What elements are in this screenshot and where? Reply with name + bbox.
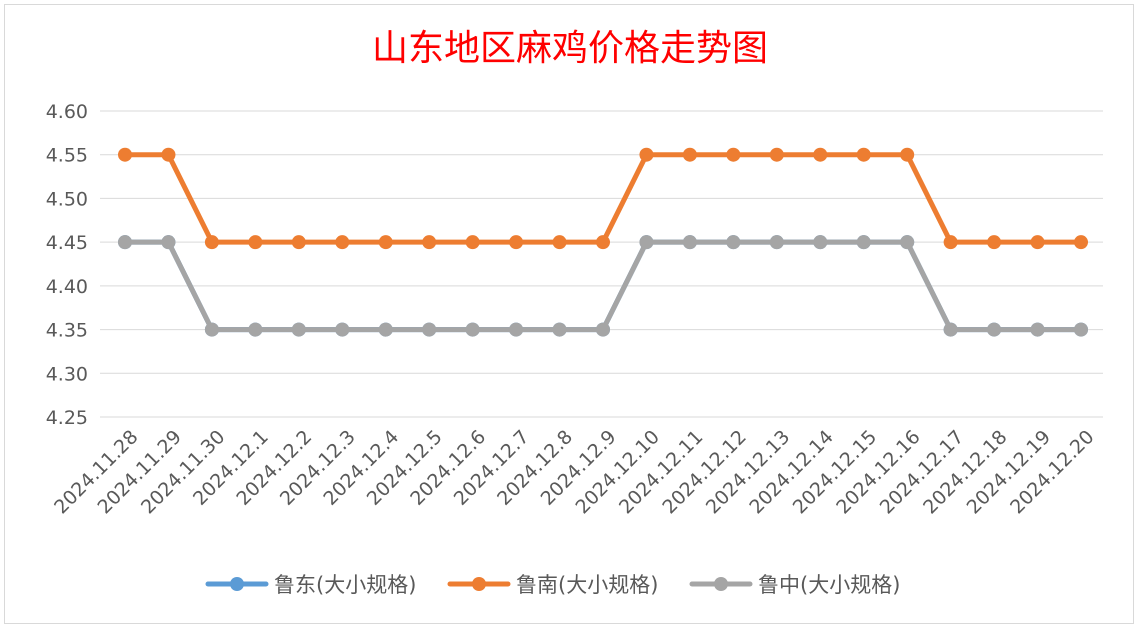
x-axis-tick-labels: 2024.11.282024.11.292024.11.302024.12.12… [50,426,1098,518]
data-point [987,235,1002,250]
data-point [1030,235,1045,250]
data-point [726,147,741,162]
data-point [335,235,350,250]
data-point [335,322,350,337]
legend-item: 鲁东(大小规格) [205,573,416,597]
y-tick-label: 4.25 [46,407,88,429]
data-point [726,235,741,250]
data-point [204,235,219,250]
data-point [856,235,871,250]
legend-swatch-marker [230,577,244,591]
data-point [1074,235,1088,250]
data-point [552,322,567,337]
data-point [1074,322,1088,337]
series-2 [118,235,1088,337]
y-tick-label: 4.50 [46,188,88,210]
data-point [987,322,1002,337]
data-point [465,235,480,250]
data-point [118,147,132,162]
data-point [552,235,567,250]
data-point [378,322,393,337]
data-point [465,322,480,337]
y-tick-label: 4.40 [46,276,88,298]
gridlines [100,110,1103,418]
legend-item: 鲁中(大小规格) [689,573,900,597]
data-point [813,147,828,162]
legend-label: 鲁中(大小规格) [758,573,900,597]
legend-swatch-marker [472,577,486,591]
legend-swatch-marker [714,577,728,591]
data-point [639,235,654,250]
data-point [943,235,958,250]
data-point [856,147,871,162]
data-point [291,322,306,337]
data-point [204,322,219,337]
data-point [378,235,393,250]
data-point [161,235,176,250]
data-point [422,322,437,337]
data-point [900,147,915,162]
data-point [509,235,524,250]
series-layer [118,147,1088,337]
data-point [248,322,263,337]
data-point [769,235,784,250]
y-tick-label: 4.55 [46,145,88,167]
data-point [509,322,524,337]
data-point [769,147,784,162]
data-point [118,235,132,250]
data-point [1030,322,1045,337]
data-point [596,322,610,337]
chart-title: 山东地区麻鸡价格走势图 [372,28,768,69]
data-point [943,322,958,337]
y-tick-label: 4.35 [46,320,88,342]
legend-label: 鲁东(大小规格) [274,573,416,597]
legend-label: 鲁南(大小规格) [516,573,658,597]
series-1 [118,147,1088,250]
legend-item: 鲁南(大小规格) [447,573,658,597]
y-tick-label: 4.45 [46,232,88,254]
y-tick-label: 4.60 [46,101,88,123]
data-point [422,235,437,250]
data-point [248,235,263,250]
data-point [682,235,697,250]
data-point [639,147,654,162]
data-point [161,147,176,162]
legend: 鲁东(大小规格) 鲁南(大小规格) 鲁中(大小规格) [205,573,900,597]
y-tick-label: 4.30 [46,363,88,385]
data-point [813,235,828,250]
data-point [682,147,697,162]
y-axis-tick-labels: 4.25 4.30 4.35 4.40 4.45 4.50 4.55 4.60 [46,101,88,429]
data-point [291,235,306,250]
data-point [900,235,915,250]
data-point [596,235,610,250]
